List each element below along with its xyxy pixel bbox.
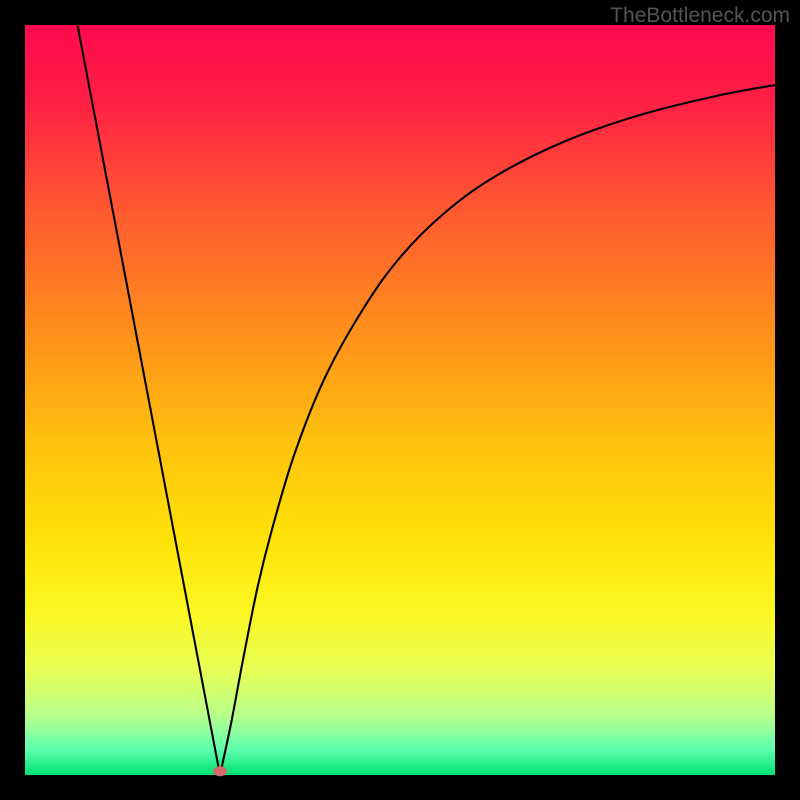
chart-container: TheBottleneck.com bbox=[0, 0, 800, 800]
watermark-text: TheBottleneck.com bbox=[610, 4, 790, 28]
bottleneck-chart bbox=[0, 0, 800, 800]
plot-area bbox=[25, 25, 775, 775]
optimum-marker bbox=[213, 766, 227, 776]
